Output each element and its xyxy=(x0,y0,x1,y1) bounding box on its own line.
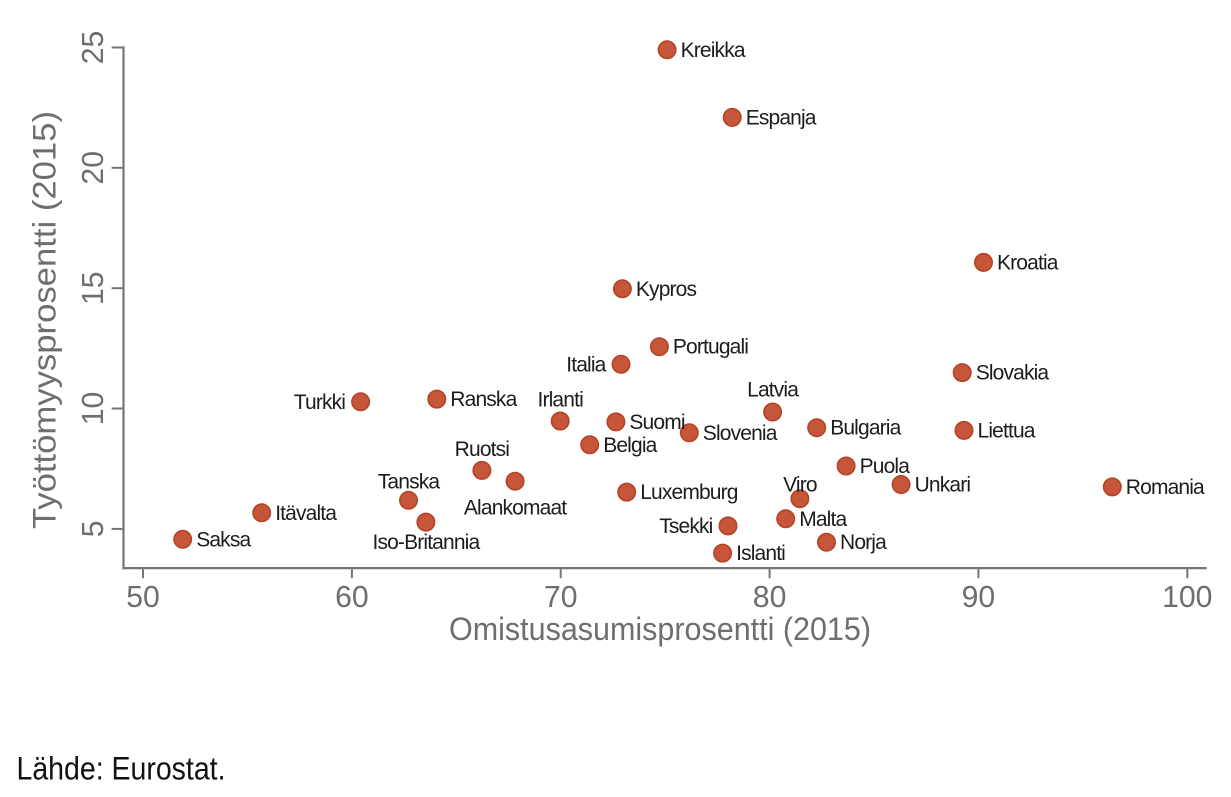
svg-text:Slovakia: Slovakia xyxy=(976,362,1050,385)
svg-text:Bulgaria: Bulgaria xyxy=(830,417,901,440)
svg-text:Viro: Viro xyxy=(783,474,817,497)
svg-text:Alankomaat: Alankomaat xyxy=(464,496,567,519)
svg-text:Kroatia: Kroatia xyxy=(997,251,1059,274)
svg-text:Latvia: Latvia xyxy=(747,379,799,402)
svg-text:20: 20 xyxy=(77,151,110,185)
svg-text:10: 10 xyxy=(77,392,110,426)
svg-text:Belgia: Belgia xyxy=(603,434,657,457)
svg-text:Italia: Italia xyxy=(566,353,606,376)
svg-text:Työttömyysprosentti (2015): Työttömyysprosentti (2015) xyxy=(26,111,62,529)
svg-text:Turkki: Turkki xyxy=(294,391,345,414)
svg-text:Omistusasumisprosentti (2015): Omistusasumisprosentti (2015) xyxy=(449,611,871,647)
svg-text:90: 90 xyxy=(962,581,996,614)
svg-text:Liettua: Liettua xyxy=(978,419,1036,442)
svg-text:15: 15 xyxy=(77,271,110,305)
svg-text:Tsekki: Tsekki xyxy=(659,515,712,538)
svg-text:Norja: Norja xyxy=(840,531,887,554)
svg-text:5: 5 xyxy=(77,521,110,538)
svg-text:Romania: Romania xyxy=(1126,476,1205,499)
svg-text:Slovenia: Slovenia xyxy=(703,422,778,445)
svg-text:Ranska: Ranska xyxy=(450,388,517,411)
svg-text:50: 50 xyxy=(126,581,160,614)
svg-text:Itävalta: Itävalta xyxy=(275,502,337,525)
svg-text:60: 60 xyxy=(335,581,369,614)
svg-text:Luxemburg: Luxemburg xyxy=(640,481,738,504)
svg-text:Saksa: Saksa xyxy=(196,528,251,551)
svg-text:Malta: Malta xyxy=(799,508,847,531)
svg-text:Suomi: Suomi xyxy=(629,411,684,434)
svg-text:Unkari: Unkari xyxy=(915,474,971,497)
svg-text:Lähde: Eurostat.: Lähde: Eurostat. xyxy=(17,751,226,787)
svg-text:Portugali: Portugali xyxy=(673,336,748,359)
svg-text:Espanja: Espanja xyxy=(746,106,817,129)
svg-text:Islanti: Islanti xyxy=(736,542,785,565)
svg-text:Irlanti: Irlanti xyxy=(537,389,583,412)
svg-text:80: 80 xyxy=(753,581,787,614)
svg-text:70: 70 xyxy=(544,581,578,614)
svg-text:Ruotsi: Ruotsi xyxy=(455,438,510,461)
svg-text:Puola: Puola xyxy=(860,455,911,478)
svg-text:25: 25 xyxy=(77,31,110,65)
svg-text:Iso-Britannia: Iso-Britannia xyxy=(372,531,480,554)
svg-text:Tanska: Tanska xyxy=(378,470,441,493)
svg-text:Kreikka: Kreikka xyxy=(681,39,746,62)
svg-text:Kypros: Kypros xyxy=(636,278,697,301)
svg-text:100: 100 xyxy=(1162,581,1212,614)
